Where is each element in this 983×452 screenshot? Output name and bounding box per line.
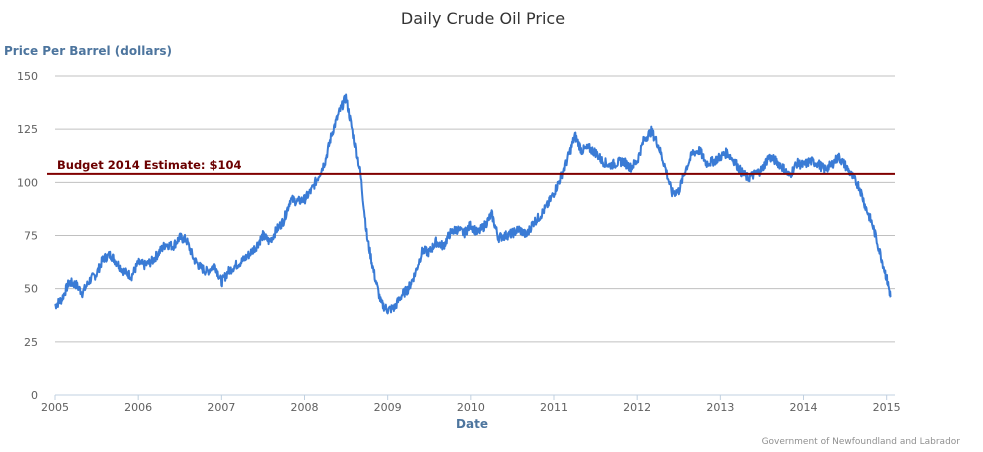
y-tick-label: 75 xyxy=(24,230,38,243)
chart-credit[interactable]: Government of Newfoundland and Labrador xyxy=(762,437,961,447)
x-tick-label: 2013 xyxy=(706,401,734,414)
y-tick-label: 150 xyxy=(17,70,38,83)
x-tick-label: 2005 xyxy=(41,401,69,414)
reference-layer: Budget 2014 Estimate: $104 xyxy=(47,158,895,175)
x-tick-labels: 2005 2006 2007 2008 2009 2010 2011 2012 2013 2014… xyxy=(41,395,901,414)
x-tick-label: 2008 xyxy=(291,401,319,414)
series-line[interactable] xyxy=(54,93,892,315)
x-tick-label: 2014 xyxy=(790,401,818,414)
x-tick-label: 2007 xyxy=(207,401,235,414)
y-tick-labels: 0 25 50 75 100 125 150 xyxy=(17,70,38,402)
x-tick-label: 2012 xyxy=(623,401,651,414)
budget-reference-label: Budget 2014 Estimate: $104 xyxy=(57,158,242,172)
x-tick-label: 2006 xyxy=(124,401,152,414)
grid-layer xyxy=(55,75,895,396)
x-tick-label: 2010 xyxy=(457,401,485,414)
x-axis-label: Date xyxy=(456,417,488,431)
y-axis-label: Price Per Barrel (dollars) xyxy=(4,44,172,58)
y-tick-label: 0 xyxy=(31,389,38,402)
x-tick-label: 2015 xyxy=(873,401,901,414)
y-tick-label: 25 xyxy=(24,336,38,349)
y-tick-label: 125 xyxy=(17,123,38,136)
x-tick-label: 2011 xyxy=(540,401,568,414)
series-layer xyxy=(54,93,892,315)
y-tick-label: 50 xyxy=(24,283,38,296)
chart-title: Daily Crude Oil Price xyxy=(401,9,565,28)
y-tick-label: 100 xyxy=(17,176,38,189)
x-tick-label: 2009 xyxy=(374,401,402,414)
